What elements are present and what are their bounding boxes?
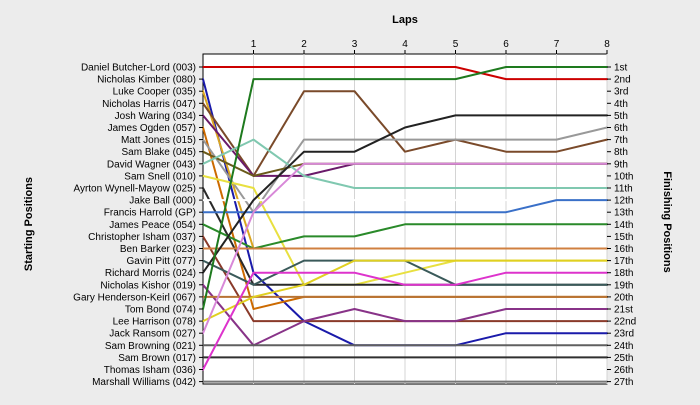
finishing-position-label: 11th	[614, 184, 633, 195]
finishing-position-label: 6th	[614, 123, 628, 134]
finishing-position-label: 26th	[614, 365, 633, 376]
driver-position-line	[202, 90, 608, 177]
driver-position-line	[202, 283, 608, 347]
finishing-position-label: 17th	[614, 256, 633, 267]
driver-position-line	[202, 126, 608, 214]
finishing-position-label: 8th	[614, 147, 628, 158]
finishing-position-label: 16th	[614, 244, 633, 255]
finishing-position-label: 7th	[614, 135, 628, 146]
starting-position-label: Jake Ball (000)	[129, 196, 196, 207]
finishing-position-label: 19th	[614, 280, 633, 291]
finishing-position-label: 24th	[614, 341, 633, 352]
starting-position-label: Daniel Butcher-Lord (003)	[81, 63, 196, 74]
driver-position-line	[202, 138, 608, 189]
finishing-position-label: 22nd	[614, 317, 636, 328]
starting-position-label: Gary Henderson-Keirl (067)	[73, 292, 196, 303]
finishing-position-label: 13th	[614, 208, 633, 219]
finishing-position-label: 14th	[614, 220, 633, 231]
starting-position-label: James Peace (054)	[109, 220, 196, 231]
starting-position-label: Marshall Williams (042)	[92, 377, 196, 388]
finishing-position-label: 9th	[614, 159, 628, 170]
lap-tick-label: 8	[604, 39, 610, 50]
driver-position-line	[202, 223, 608, 250]
driver-position-line	[202, 162, 608, 335]
starting-position-label: Sam Browning (021)	[105, 341, 196, 352]
starting-position-label: Thomas Isham (036)	[104, 365, 196, 376]
finishing-position-label: 18th	[614, 268, 633, 279]
starting-position-label: Josh Waring (034)	[115, 111, 196, 122]
lap-tick-label: 6	[503, 39, 509, 50]
starting-position-label: Christopher Isham (037)	[88, 232, 196, 243]
finishing-position-label: 15th	[614, 232, 633, 243]
finishing-position-label: 1st	[614, 63, 628, 74]
finishing-position-label: 21st	[614, 305, 633, 316]
starting-position-label: Luke Cooper (035)	[113, 87, 196, 98]
finishing-position-label: 23rd	[614, 329, 634, 340]
driver-position-line	[202, 66, 608, 81]
finishing-position-label: 10th	[614, 171, 633, 182]
starting-position-label: Nicholas Harris (047)	[102, 99, 196, 110]
finishing-position-label: 25th	[614, 353, 633, 364]
driver-position-line	[202, 66, 608, 310]
starting-position-label: Sam Snell (010)	[124, 171, 196, 182]
lap-tick-label: 3	[352, 39, 358, 50]
finishing-position-label: 3rd	[614, 87, 628, 98]
lap-tick-label: 7	[554, 39, 560, 50]
finishing-position-label: 27th	[614, 377, 633, 388]
starting-position-label: David Wagner (043)	[107, 159, 196, 170]
lap-tick-label: 5	[453, 39, 459, 50]
finishing-position-label: 5th	[614, 111, 628, 122]
driver-position-line	[202, 271, 608, 371]
finishing-position-label: 20th	[614, 292, 633, 303]
right-axis-title: Finishing Positions	[661, 171, 673, 272]
finishing-position-label: 2nd	[614, 75, 631, 86]
lap-tick-label: 2	[301, 39, 307, 50]
starting-position-label: Sam Blake (045)	[122, 147, 196, 158]
left-axis-title: Starting Positions	[23, 177, 35, 271]
starting-position-label: James Ogden (057)	[108, 123, 196, 134]
driver-position-line	[202, 114, 608, 274]
x-axis-title: Laps	[392, 14, 418, 26]
starting-position-label: Ayrton Wynell-Mayow (025)	[73, 184, 196, 195]
starting-position-label: Tom Bond (074)	[125, 305, 196, 316]
starting-position-label: Richard Morris (024)	[105, 268, 196, 279]
finishing-position-label: 4th	[614, 99, 628, 110]
starting-position-label: Lee Harrison (078)	[113, 317, 196, 328]
starting-position-label: Nicholas Kishor (019)	[100, 280, 196, 291]
lap-tick-label: 4	[402, 39, 408, 50]
starting-position-label: Nicholas Kimber (080)	[97, 75, 196, 86]
starting-position-label: Ben Barker (023)	[120, 244, 196, 255]
starting-position-label: Sam Brown (017)	[118, 353, 196, 364]
finishing-position-label: 12th	[614, 196, 633, 207]
lap-tick-label: 1	[251, 39, 257, 50]
driver-position-line	[202, 199, 608, 214]
starting-position-label: Jack Ransom (027)	[109, 329, 196, 340]
starting-position-label: Francis Harrold (GP)	[104, 208, 196, 219]
starting-position-label: Matt Jones (015)	[121, 135, 196, 146]
driver-position-line	[202, 259, 608, 323]
starting-position-label: Gavin Pitt (077)	[127, 256, 196, 267]
